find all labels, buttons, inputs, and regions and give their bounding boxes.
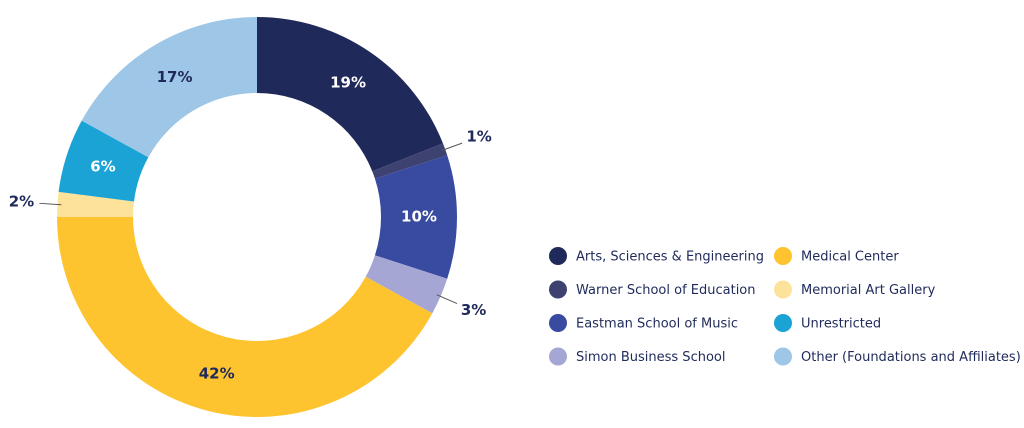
value-label: 42% <box>199 364 235 382</box>
legend-swatch <box>774 347 792 366</box>
donut-slice <box>257 17 443 172</box>
leader-line <box>39 202 62 206</box>
value-label: 2% <box>9 193 34 211</box>
legend-label: Eastman School of Music <box>576 317 738 332</box>
value-label: 19% <box>330 74 366 92</box>
legend-label: Simon Business School <box>576 350 725 365</box>
legend-label: Arts, Sciences & Engineering <box>576 250 764 265</box>
legend-swatch <box>549 347 567 366</box>
legend-swatch <box>774 247 792 265</box>
legend-label: Medical Center <box>801 250 899 265</box>
legend-swatch <box>774 280 792 299</box>
legend-label: Warner School of Education <box>576 283 756 298</box>
legend-label: Unrestricted <box>801 317 881 332</box>
legend-swatch <box>549 280 567 299</box>
legend-swatch <box>774 314 792 332</box>
legend-label: Other (Foundations and Affiliates) <box>801 350 1021 365</box>
value-label: 6% <box>90 157 115 175</box>
legend-swatch <box>549 314 567 332</box>
legend-label: Memorial Art Gallery <box>801 283 936 298</box>
value-label: 17% <box>157 68 193 86</box>
value-label: 1% <box>466 128 491 146</box>
donut-slice <box>58 120 149 202</box>
donut-slice <box>81 17 257 158</box>
donut-slice <box>374 155 457 279</box>
legend-swatch <box>549 247 567 265</box>
donut-slice <box>57 191 134 217</box>
leader-line <box>441 142 463 152</box>
value-label: 3% <box>461 301 486 319</box>
value-label: 10% <box>401 208 437 226</box>
donut-slice <box>57 217 433 417</box>
donut-slice <box>365 255 448 314</box>
donut-slice <box>372 143 448 179</box>
leader-line <box>436 294 458 305</box>
